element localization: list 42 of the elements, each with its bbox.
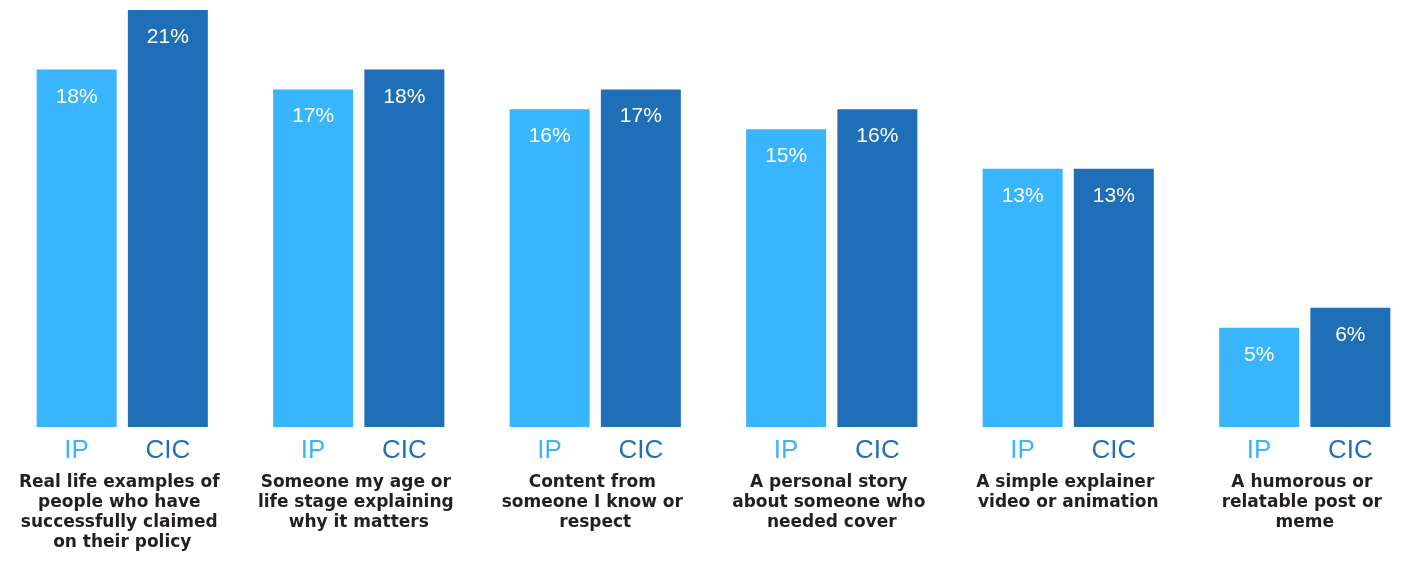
data-label: 16%	[528, 123, 571, 147]
text: CIC	[854, 434, 900, 464]
text: IP	[300, 434, 326, 464]
bar	[364, 69, 445, 427]
data-label: 13%	[1001, 182, 1044, 206]
bar	[982, 168, 1063, 427]
text: IP	[1246, 434, 1272, 464]
bar	[1073, 168, 1154, 427]
data-label: 16%	[856, 123, 899, 147]
bar	[1219, 327, 1300, 427]
text: IP	[1010, 434, 1035, 464]
series-label: CIC	[145, 434, 191, 464]
x-tick-label: Someone my age or life stage explaining why it matters	[257, 471, 460, 531]
data-label: 5%	[1243, 341, 1275, 365]
text: CIC	[1327, 434, 1373, 464]
data-label: 21%	[146, 24, 189, 47]
data-label: 17%	[292, 103, 335, 127]
data-label: 15%	[765, 143, 808, 167]
data-label: 13%	[1092, 182, 1135, 206]
text: CIC	[381, 434, 427, 464]
text: IP	[773, 434, 799, 464]
data-label: 6%	[1335, 321, 1366, 345]
data-label: 18%	[383, 83, 426, 107]
x-tick-label: A humorous or relatable post or meme	[1221, 471, 1388, 531]
bar	[746, 129, 827, 427]
x-tick-label: A simple explainer video or animation	[976, 471, 1161, 511]
bar	[509, 109, 590, 427]
x-tick-label: Real life examples of people who have successfully claimed on their policy	[18, 471, 226, 551]
bar	[36, 69, 117, 427]
text: CIC	[618, 434, 664, 464]
bar	[273, 89, 354, 427]
bar	[127, 10, 208, 427]
data-label: 18%	[55, 83, 98, 107]
text: IP	[537, 434, 562, 464]
series-label: IP	[64, 434, 89, 464]
bar	[837, 109, 918, 427]
data-label: 17%	[619, 103, 662, 127]
bar	[600, 89, 681, 427]
x-tick-label: Content from someone I know or respect	[501, 471, 689, 531]
bar	[1310, 307, 1391, 427]
x-tick-label: A personal story about someone who needed cover	[732, 471, 932, 531]
text: CIC	[1091, 434, 1137, 464]
